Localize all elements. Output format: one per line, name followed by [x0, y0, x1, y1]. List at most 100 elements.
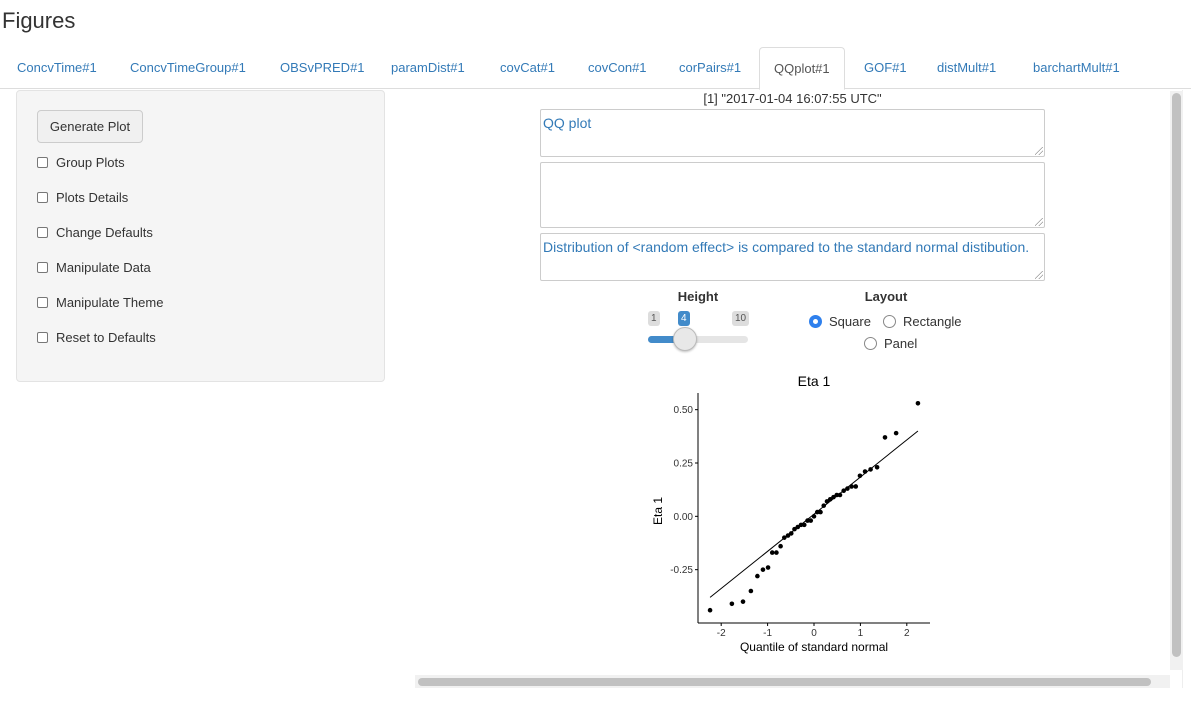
- data-point: [755, 573, 760, 579]
- x-tick-label: 2: [904, 628, 910, 639]
- data-point: [834, 492, 840, 498]
- y-tick-label: 0.00: [674, 512, 694, 523]
- vertical-scrollbar-thumb[interactable]: [1172, 93, 1181, 657]
- data-point: [841, 488, 846, 494]
- horizontal-scrollbar[interactable]: [415, 675, 1170, 688]
- tab-barchartmult[interactable]: barchartMult#1: [1033, 60, 1120, 75]
- tab-gof[interactable]: GOF#1: [864, 60, 907, 75]
- data-point: [857, 473, 863, 479]
- data-point: [827, 496, 833, 502]
- data-point: [760, 567, 766, 572]
- height-slider-track[interactable]: [648, 336, 748, 343]
- data-point: [792, 526, 797, 532]
- group-plots-checkbox[interactable]: Group Plots: [37, 154, 125, 174]
- data-point: [707, 607, 713, 613]
- caption-text: Distribution of <random effect> is compa…: [543, 239, 1030, 255]
- layout-square-radio[interactable]: Square: [809, 313, 871, 331]
- vertical-scrollbar[interactable]: [1170, 91, 1183, 670]
- resize-grip-icon[interactable]: [1035, 218, 1043, 226]
- y-tick-label: -0.25: [670, 565, 693, 576]
- layout-rectangle-radio[interactable]: Rectangle: [883, 313, 962, 331]
- manipulate-theme-checkbox[interactable]: Manipulate Theme: [37, 294, 163, 314]
- y-tick-label: 0.25: [674, 459, 694, 470]
- height-slider-handle[interactable]: [673, 327, 697, 351]
- radio-label: Panel: [884, 336, 918, 352]
- y-tick-label: 0.50: [674, 405, 694, 416]
- tab-obsvpred[interactable]: OBSvPRED#1: [280, 60, 365, 75]
- data-point: [818, 509, 823, 515]
- data-point: [849, 484, 854, 489]
- tab-distmult[interactable]: distMult#1: [937, 60, 997, 75]
- data-point: [785, 533, 791, 538]
- checkbox-box[interactable]: [37, 262, 48, 274]
- title-textarea[interactable]: QQ plot: [540, 109, 1045, 157]
- radio-button[interactable]: [883, 315, 896, 329]
- subtitle-textarea[interactable]: [540, 162, 1045, 228]
- plots-details-checkbox[interactable]: Plots Details: [37, 189, 128, 209]
- chart-title: Eta 1: [798, 373, 831, 389]
- checkbox-box[interactable]: [37, 332, 48, 344]
- generate-plot-button[interactable]: Generate Plot: [37, 110, 143, 143]
- data-point: [805, 518, 810, 523]
- data-point: [882, 435, 888, 440]
- change-defaults-checkbox[interactable]: Change Defaults: [37, 224, 153, 244]
- data-point: [778, 543, 783, 549]
- data-point: [811, 514, 817, 519]
- layout-label: Layout: [864, 289, 908, 304]
- sidebar-panel: Generate Plot Group Plots Plots Details …: [16, 90, 385, 382]
- data-point: [801, 522, 807, 528]
- checkbox-box[interactable]: [37, 192, 48, 204]
- radio-button[interactable]: [809, 315, 822, 329]
- resize-grip-icon[interactable]: [1035, 271, 1043, 279]
- data-point: [915, 400, 921, 406]
- radio-button[interactable]: [864, 337, 877, 351]
- checkbox-label: Manipulate Theme: [56, 295, 164, 311]
- checkbox-box[interactable]: [37, 227, 48, 239]
- tab-concvtime[interactable]: ConcvTime#1: [17, 60, 97, 75]
- tab-qqplot[interactable]: QQplot#1: [759, 47, 845, 90]
- data-point: [868, 467, 873, 472]
- data-point: [774, 550, 779, 555]
- data-point: [808, 518, 814, 523]
- data-point: [837, 492, 843, 498]
- tab-paramdist[interactable]: paramDist#1: [391, 60, 465, 75]
- height-label: Height: [677, 289, 719, 304]
- layout-panel-radio[interactable]: Panel: [864, 335, 917, 353]
- data-point: [874, 464, 880, 470]
- resize-grip-icon[interactable]: [1035, 147, 1043, 155]
- radio-label: Rectangle: [903, 314, 962, 330]
- data-point: [765, 565, 771, 570]
- data-point: [853, 484, 859, 489]
- data-point: [788, 531, 794, 536]
- data-point: [831, 494, 836, 500]
- checkbox-box[interactable]: [37, 157, 48, 169]
- data-point: [740, 599, 746, 604]
- caption-textarea[interactable]: Distribution of <random effect> is compa…: [540, 233, 1045, 281]
- checkbox-label: Reset to Defaults: [56, 330, 156, 346]
- tab-concvtimegroup[interactable]: ConcvTimeGroup#1: [130, 60, 246, 75]
- title-text: QQ plot: [543, 115, 592, 131]
- manipulate-data-checkbox[interactable]: Manipulate Data: [37, 259, 151, 279]
- x-tick-label: 0: [811, 628, 817, 639]
- checkbox-label: Plots Details: [56, 190, 129, 206]
- slider-value-label: 4: [678, 311, 690, 326]
- data-point: [782, 535, 787, 540]
- slider-max-label: 10: [732, 311, 750, 326]
- checkbox-box[interactable]: [37, 297, 48, 309]
- data-point: [845, 486, 850, 491]
- data-point: [824, 499, 830, 504]
- tab-covcon[interactable]: covCon#1: [588, 60, 647, 75]
- qq-plot: Eta 1 -2 -1 0 1 2 -0.25 0.00 0.25 0.50 Quantile of…: [648, 369, 936, 657]
- reset-defaults-checkbox[interactable]: Reset to Defaults: [37, 329, 156, 349]
- data-point: [814, 509, 820, 515]
- y-axis-label: Eta 1: [651, 497, 665, 525]
- page-title: Figures: [2, 8, 76, 33]
- tab-corpairs[interactable]: corPairs#1: [679, 60, 742, 75]
- tab-covcat[interactable]: covCat#1: [500, 60, 555, 75]
- qq-plot-svg: Eta 1 -2 -1 0 1 2 -0.25 0.00 0.25 0.50 Quantile of…: [651, 373, 930, 654]
- checkbox-label: Manipulate Data: [56, 260, 151, 276]
- horizontal-scrollbar-thumb[interactable]: [418, 678, 1151, 686]
- data-point: [748, 588, 754, 594]
- data-point: [769, 550, 775, 555]
- data-point: [795, 524, 801, 530]
